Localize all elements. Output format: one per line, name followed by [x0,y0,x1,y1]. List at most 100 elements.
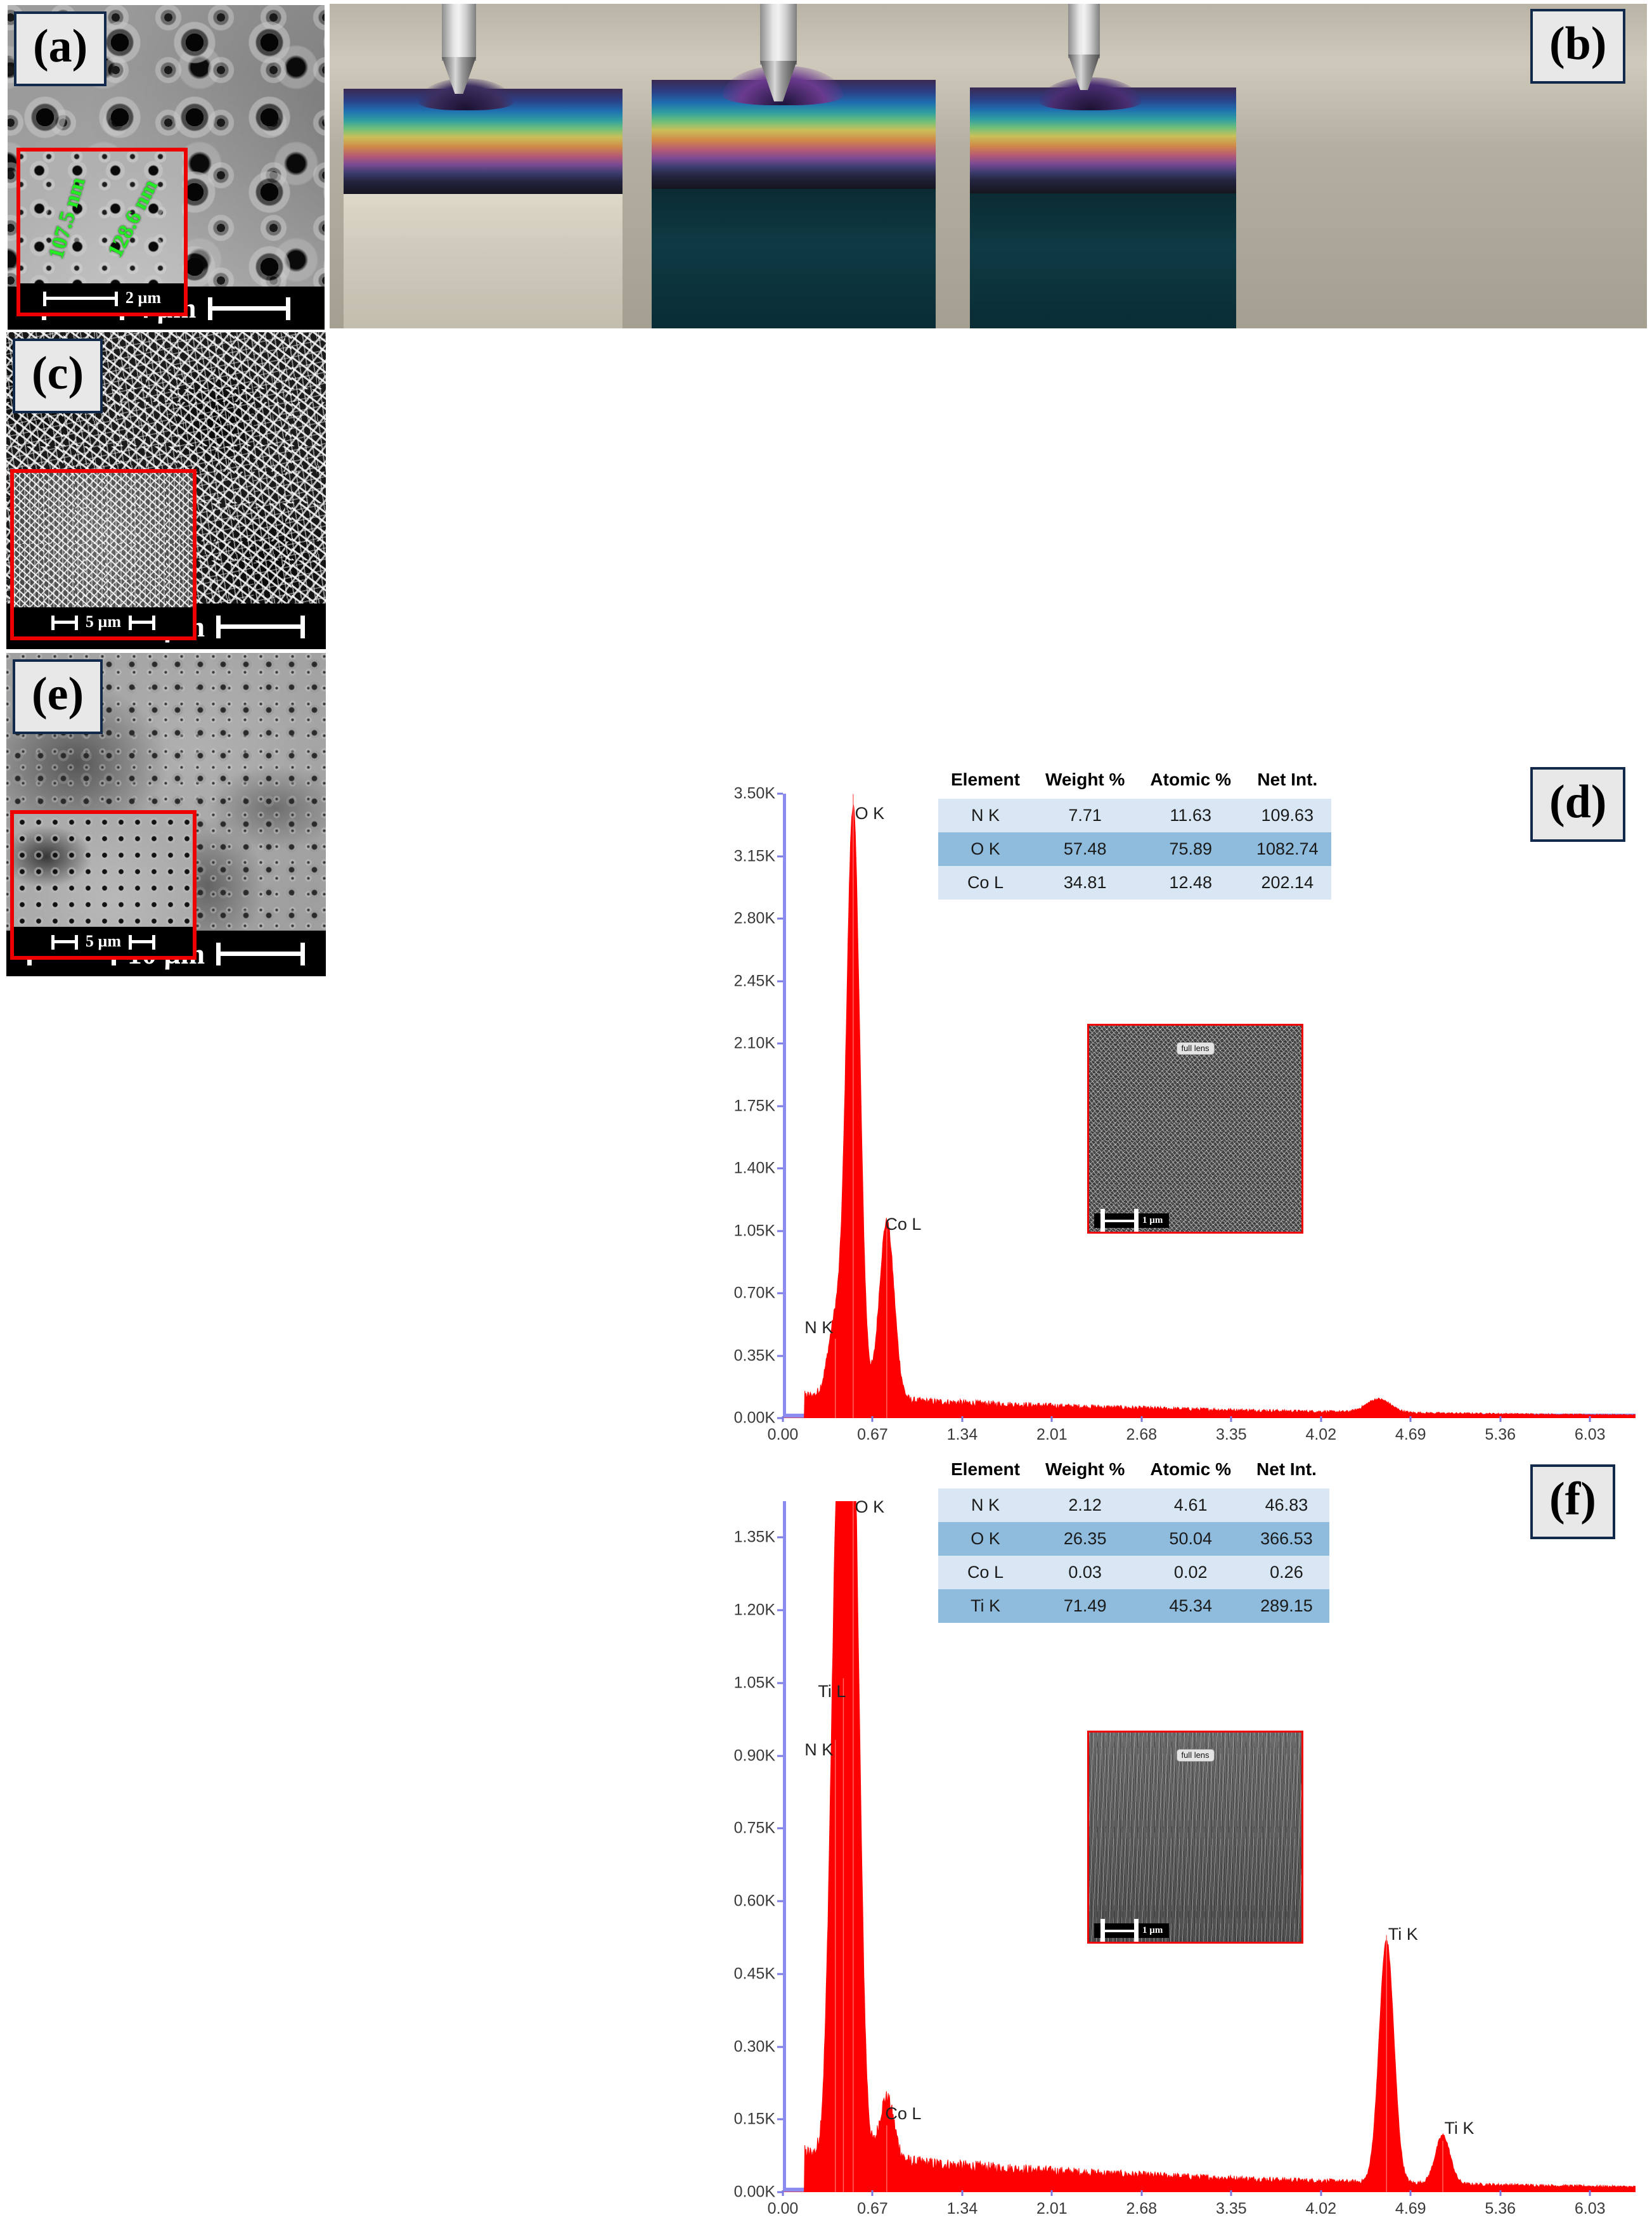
table-cell: 202.14 [1244,866,1331,900]
x-axis-tick-mark [1230,1416,1232,1422]
table-cell: 34.81 [1032,866,1138,900]
panel-d-inset-scalebar-line [1100,1208,1139,1232]
table-cell: N K [938,1488,1033,1522]
table-cell: 0.03 [1032,1556,1138,1589]
panel-f-inset: full lens 1 µm [1087,1731,1303,1944]
panel-f-inset-scalebar-text: 1 µm [1142,1925,1163,1935]
table-cell: 11.63 [1137,799,1244,832]
peak-label-co-l: Co L [885,2103,922,2123]
x-axis-tick-mark [1140,1416,1143,1422]
y-axis-tick-mark [777,1105,783,1107]
table-cell: 57.48 [1032,832,1138,866]
y-axis-tick-label: 2.45K [733,972,775,990]
panel-f-inset-tag: full lens [1176,1749,1215,1762]
table-cell: O K [938,1522,1033,1556]
table-cell: 2.12 [1032,1488,1138,1522]
x-axis-tick-mark [961,2190,964,2196]
x-axis-tick-mark [1499,1416,1502,1422]
table-cell: 71.49 [1032,1589,1138,1623]
x-axis-tick-label: 4.02 [1305,2200,1337,2217]
panel-f-y-axis [783,1501,786,2192]
panel-c-inset: 5 µm [10,469,197,640]
y-axis-tick-label: 0.90K [733,1746,775,1765]
panel-c-inset-scalebar: 5 µm [14,607,193,636]
table-cell: 4.61 [1137,1488,1244,1522]
panel-e-inset-scalebar-text: 5 µm [85,932,122,950]
table-cell: Co L [938,1556,1033,1589]
table-row: O K 26.35 50.04 366.53 [938,1522,1329,1556]
x-axis-tick-label: 4.02 [1305,1426,1337,1443]
y-axis-tick-label: 0.00K [733,2183,775,2201]
y-axis-tick-label: 1.75K [733,1097,775,1114]
y-axis-tick-label: 2.10K [733,1034,775,1052]
x-axis-tick-mark [1050,1416,1053,1422]
panel-b-coupon-2 [652,80,936,328]
peak-label-n-k: N K [804,1317,834,1337]
panel-b-drill-1-flute [442,57,476,94]
table-cell: 0.02 [1137,1556,1244,1589]
x-axis-tick-mark [1409,1416,1412,1422]
panel-a-inset-scalebar: 2 µm [20,283,184,313]
y-axis-tick-label: 2.80K [733,909,775,927]
y-axis-tick-mark [777,1827,783,1830]
peak-label-ti-k: Ti K [1388,1924,1418,1944]
panel-a-inset: 107.5 nm 128.6 nm 2 µm [16,148,188,316]
x-axis-tick-mark [1140,2190,1143,2196]
y-axis-tick-mark [777,1230,783,1232]
y-axis-tick-label: 1.05K [733,1222,775,1239]
panel-b-drill-2-shank [760,4,797,65]
x-axis-tick-mark [782,2190,784,2196]
panel-d-inset-scalebar: 1 µm [1094,1208,1170,1232]
x-axis-tick-mark [1320,2190,1322,2196]
panel-e-scalebar-line-right [216,942,306,965]
x-axis-tick-label: 1.34 [946,2200,978,2217]
y-axis-tick-mark [777,2191,783,2193]
table-row: Co L 34.81 12.48 202.14 [938,866,1331,900]
x-axis-tick-label: 6.03 [1574,2200,1606,2217]
table-cell: 45.34 [1137,1589,1244,1623]
spectrum-fill [783,1501,1636,2192]
table-cell: 0.26 [1244,1556,1329,1589]
panel-b-drill-3-shank [1068,4,1100,58]
panel-c-inset-scalebar-line-left [51,615,78,630]
y-axis-tick-mark [777,1900,783,1902]
y-axis-tick-mark [777,2046,783,2048]
peak-label-n-k: N K [804,1740,834,1759]
table-cell: 7.71 [1032,799,1138,832]
table-row: N K 2.12 4.61 46.83 [938,1488,1329,1522]
panel-f-inset-micrograph [1089,1733,1301,1942]
y-axis-tick-mark [777,1536,783,1539]
panel-a-inset-scalebar-line [42,291,118,306]
y-axis-tick-mark [777,1042,783,1045]
panel-d-y-axis [783,794,786,1418]
table-header-row: Element Weight % Atomic % Net Int. [938,766,1331,799]
x-axis-tick-mark [1230,2190,1232,2196]
y-axis-tick-label: 3.50K [733,784,775,803]
panel-b-drill-1 [425,4,493,95]
column-header-1: Weight % [1045,1459,1125,1479]
peak-label-ti-k: Ti K [1444,2118,1475,2138]
table-cell: 12.48 [1137,866,1244,900]
column-header-3: Net Int. [1257,770,1318,789]
peak-label-co-l: Co L [885,1214,922,1234]
y-axis-tick-mark [777,2118,783,2120]
panel-d-spectrum-curve [783,794,1636,1418]
x-axis-tick-label: 0.00 [767,1426,799,1443]
panel-c-inset-scalebar-line-right [129,615,156,630]
panel-b-drill-2 [740,4,816,105]
panel-c-inset-scalebar-text: 5 µm [85,612,122,631]
x-axis-tick-mark [1050,2190,1053,2196]
panel-a-label: (a) [14,11,107,86]
table-row: N K 7.71 11.63 109.63 [938,799,1331,832]
panel-a-scalebar-line-right [207,297,290,320]
x-axis-tick-mark [782,1416,784,1422]
y-axis-tick-label: 0.15K [733,2110,775,2128]
y-axis-tick-label: 0.75K [733,1819,775,1837]
y-axis-tick-label: 0.00K [733,1409,775,1427]
panel-e-inset-scalebar-line-right [129,934,156,950]
table-cell: 109.63 [1244,799,1331,832]
y-axis-tick-mark [777,855,783,857]
panel-f-inset-scalebar: 1 µm [1094,1918,1170,1942]
x-axis-tick-label: 0.67 [857,1426,888,1443]
y-axis-tick-mark [777,1292,783,1294]
